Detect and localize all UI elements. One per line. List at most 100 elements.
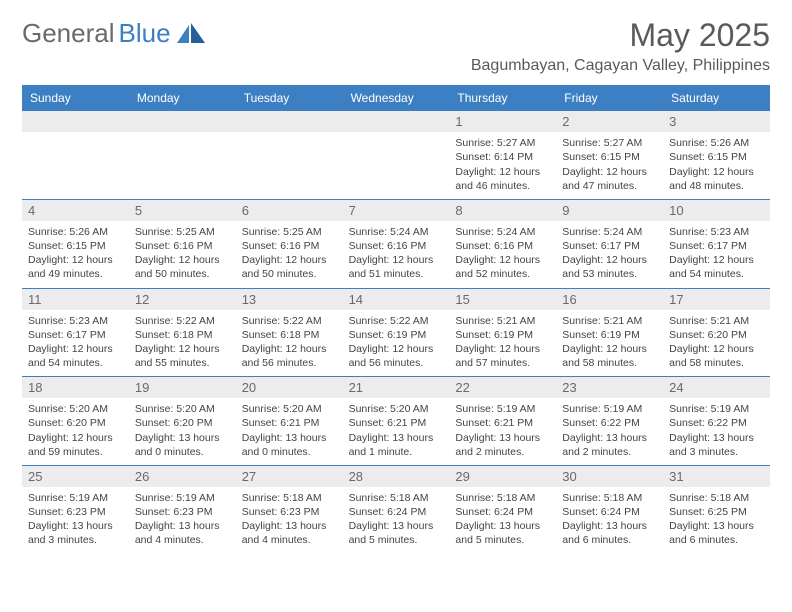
day-number: 15 — [449, 289, 556, 310]
day-number: 9 — [556, 200, 663, 221]
day-number: 29 — [449, 466, 556, 487]
weekday-header: Friday — [556, 85, 663, 111]
day-cell: 31Sunrise: 5:18 AMSunset: 6:25 PMDayligh… — [663, 466, 770, 554]
day-number: 14 — [343, 289, 450, 310]
day-number: 6 — [236, 200, 343, 221]
day-cell: 26Sunrise: 5:19 AMSunset: 6:23 PMDayligh… — [129, 466, 236, 554]
day-cell: 16Sunrise: 5:21 AMSunset: 6:19 PMDayligh… — [556, 289, 663, 377]
day-info: Sunrise: 5:26 AMSunset: 6:15 PMDaylight:… — [22, 221, 129, 288]
day-cell: 7Sunrise: 5:24 AMSunset: 6:16 PMDaylight… — [343, 200, 450, 288]
day-number: 20 — [236, 377, 343, 398]
day-number: 7 — [343, 200, 450, 221]
day-number — [236, 111, 343, 132]
day-info: Sunrise: 5:19 AMSunset: 6:23 PMDaylight:… — [129, 487, 236, 554]
calendar-week-row: 18Sunrise: 5:20 AMSunset: 6:20 PMDayligh… — [22, 377, 770, 466]
day-number: 13 — [236, 289, 343, 310]
day-number: 3 — [663, 111, 770, 132]
day-number: 17 — [663, 289, 770, 310]
day-info: Sunrise: 5:19 AMSunset: 6:22 PMDaylight:… — [663, 398, 770, 465]
day-number: 5 — [129, 200, 236, 221]
day-info: Sunrise: 5:22 AMSunset: 6:19 PMDaylight:… — [343, 310, 450, 377]
day-cell: 25Sunrise: 5:19 AMSunset: 6:23 PMDayligh… — [22, 466, 129, 554]
day-info: Sunrise: 5:20 AMSunset: 6:21 PMDaylight:… — [236, 398, 343, 465]
weekday-header: Saturday — [663, 85, 770, 111]
day-cell — [236, 111, 343, 199]
header: GeneralBlue May 2025 Bagumbayan, Cagayan… — [22, 18, 770, 75]
calendar-week-row: 1Sunrise: 5:27 AMSunset: 6:14 PMDaylight… — [22, 111, 770, 200]
day-info: Sunrise: 5:23 AMSunset: 6:17 PMDaylight:… — [22, 310, 129, 377]
day-cell: 12Sunrise: 5:22 AMSunset: 6:18 PMDayligh… — [129, 289, 236, 377]
day-cell: 27Sunrise: 5:18 AMSunset: 6:23 PMDayligh… — [236, 466, 343, 554]
day-info: Sunrise: 5:20 AMSunset: 6:20 PMDaylight:… — [22, 398, 129, 465]
day-cell: 13Sunrise: 5:22 AMSunset: 6:18 PMDayligh… — [236, 289, 343, 377]
day-cell: 14Sunrise: 5:22 AMSunset: 6:19 PMDayligh… — [343, 289, 450, 377]
day-cell: 22Sunrise: 5:19 AMSunset: 6:21 PMDayligh… — [449, 377, 556, 465]
day-info: Sunrise: 5:20 AMSunset: 6:21 PMDaylight:… — [343, 398, 450, 465]
day-cell: 17Sunrise: 5:21 AMSunset: 6:20 PMDayligh… — [663, 289, 770, 377]
weekday-header: Wednesday — [343, 85, 450, 111]
day-number: 16 — [556, 289, 663, 310]
day-cell: 2Sunrise: 5:27 AMSunset: 6:15 PMDaylight… — [556, 111, 663, 199]
day-info: Sunrise: 5:18 AMSunset: 6:25 PMDaylight:… — [663, 487, 770, 554]
day-cell — [343, 111, 450, 199]
day-info: Sunrise: 5:27 AMSunset: 6:15 PMDaylight:… — [556, 132, 663, 199]
logo-text-blue: Blue — [119, 18, 171, 49]
calendar-week-row: 4Sunrise: 5:26 AMSunset: 6:15 PMDaylight… — [22, 200, 770, 289]
day-number: 31 — [663, 466, 770, 487]
day-info: Sunrise: 5:19 AMSunset: 6:23 PMDaylight:… — [22, 487, 129, 554]
day-info: Sunrise: 5:27 AMSunset: 6:14 PMDaylight:… — [449, 132, 556, 199]
day-cell: 4Sunrise: 5:26 AMSunset: 6:15 PMDaylight… — [22, 200, 129, 288]
day-info: Sunrise: 5:21 AMSunset: 6:20 PMDaylight:… — [663, 310, 770, 377]
day-info: Sunrise: 5:20 AMSunset: 6:20 PMDaylight:… — [129, 398, 236, 465]
day-number: 25 — [22, 466, 129, 487]
day-cell: 5Sunrise: 5:25 AMSunset: 6:16 PMDaylight… — [129, 200, 236, 288]
day-cell: 18Sunrise: 5:20 AMSunset: 6:20 PMDayligh… — [22, 377, 129, 465]
weekday-header-row: Sunday Monday Tuesday Wednesday Thursday… — [22, 85, 770, 111]
month-title: May 2025 — [471, 18, 770, 53]
weekday-header: Sunday — [22, 85, 129, 111]
day-number: 2 — [556, 111, 663, 132]
title-block: May 2025 Bagumbayan, Cagayan Valley, Phi… — [471, 18, 770, 75]
day-number: 26 — [129, 466, 236, 487]
weeks-container: 1Sunrise: 5:27 AMSunset: 6:14 PMDaylight… — [22, 111, 770, 553]
day-info: Sunrise: 5:22 AMSunset: 6:18 PMDaylight:… — [236, 310, 343, 377]
day-number: 8 — [449, 200, 556, 221]
day-info: Sunrise: 5:24 AMSunset: 6:16 PMDaylight:… — [343, 221, 450, 288]
day-number: 12 — [129, 289, 236, 310]
logo: GeneralBlue — [22, 18, 207, 49]
calendar: Sunday Monday Tuesday Wednesday Thursday… — [22, 85, 770, 553]
day-cell: 15Sunrise: 5:21 AMSunset: 6:19 PMDayligh… — [449, 289, 556, 377]
day-info: Sunrise: 5:18 AMSunset: 6:23 PMDaylight:… — [236, 487, 343, 554]
day-cell: 10Sunrise: 5:23 AMSunset: 6:17 PMDayligh… — [663, 200, 770, 288]
location-text: Bagumbayan, Cagayan Valley, Philippines — [471, 57, 770, 75]
day-cell: 1Sunrise: 5:27 AMSunset: 6:14 PMDaylight… — [449, 111, 556, 199]
day-info: Sunrise: 5:25 AMSunset: 6:16 PMDaylight:… — [236, 221, 343, 288]
day-cell: 23Sunrise: 5:19 AMSunset: 6:22 PMDayligh… — [556, 377, 663, 465]
day-number: 4 — [22, 200, 129, 221]
day-cell: 3Sunrise: 5:26 AMSunset: 6:15 PMDaylight… — [663, 111, 770, 199]
day-info: Sunrise: 5:25 AMSunset: 6:16 PMDaylight:… — [129, 221, 236, 288]
day-cell: 24Sunrise: 5:19 AMSunset: 6:22 PMDayligh… — [663, 377, 770, 465]
day-number: 30 — [556, 466, 663, 487]
day-cell — [22, 111, 129, 199]
logo-sail-icon — [177, 23, 207, 45]
day-info: Sunrise: 5:19 AMSunset: 6:21 PMDaylight:… — [449, 398, 556, 465]
day-cell: 29Sunrise: 5:18 AMSunset: 6:24 PMDayligh… — [449, 466, 556, 554]
weekday-header: Tuesday — [236, 85, 343, 111]
day-info: Sunrise: 5:23 AMSunset: 6:17 PMDaylight:… — [663, 221, 770, 288]
day-cell: 8Sunrise: 5:24 AMSunset: 6:16 PMDaylight… — [449, 200, 556, 288]
day-cell: 11Sunrise: 5:23 AMSunset: 6:17 PMDayligh… — [22, 289, 129, 377]
weekday-header: Thursday — [449, 85, 556, 111]
day-number: 27 — [236, 466, 343, 487]
day-info: Sunrise: 5:22 AMSunset: 6:18 PMDaylight:… — [129, 310, 236, 377]
day-number: 18 — [22, 377, 129, 398]
weekday-header: Monday — [129, 85, 236, 111]
day-number: 11 — [22, 289, 129, 310]
logo-text-gray: General — [22, 18, 115, 49]
day-number: 1 — [449, 111, 556, 132]
day-info: Sunrise: 5:24 AMSunset: 6:17 PMDaylight:… — [556, 221, 663, 288]
day-info: Sunrise: 5:24 AMSunset: 6:16 PMDaylight:… — [449, 221, 556, 288]
calendar-week-row: 11Sunrise: 5:23 AMSunset: 6:17 PMDayligh… — [22, 289, 770, 378]
day-number — [129, 111, 236, 132]
day-number: 23 — [556, 377, 663, 398]
